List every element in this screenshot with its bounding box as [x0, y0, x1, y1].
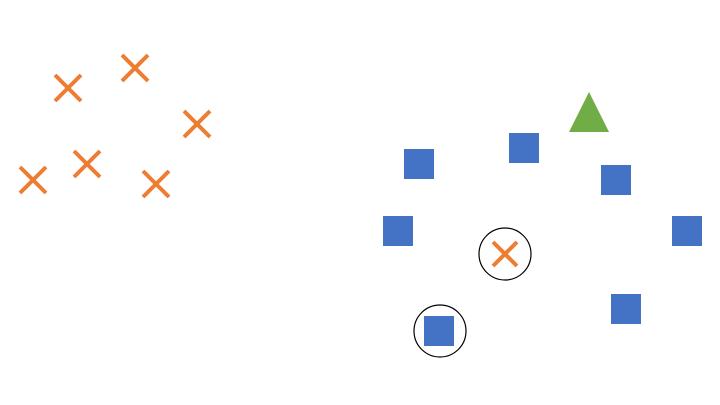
highlight-circle — [478, 227, 532, 281]
cross-marker — [491, 240, 519, 268]
cross-marker — [53, 73, 83, 103]
cross-marker — [141, 169, 171, 199]
square-marker — [383, 216, 413, 246]
cross-marker — [18, 165, 48, 195]
square-marker — [611, 294, 641, 324]
cross-marker — [182, 109, 212, 139]
square-marker — [404, 149, 434, 179]
square-marker — [601, 165, 631, 195]
square-marker — [424, 316, 454, 346]
cross-marker — [120, 53, 150, 83]
cross-marker — [72, 149, 102, 179]
square-marker — [672, 216, 702, 246]
square-marker — [509, 133, 539, 163]
triangle-marker — [569, 92, 609, 132]
highlight-circle — [413, 304, 467, 358]
